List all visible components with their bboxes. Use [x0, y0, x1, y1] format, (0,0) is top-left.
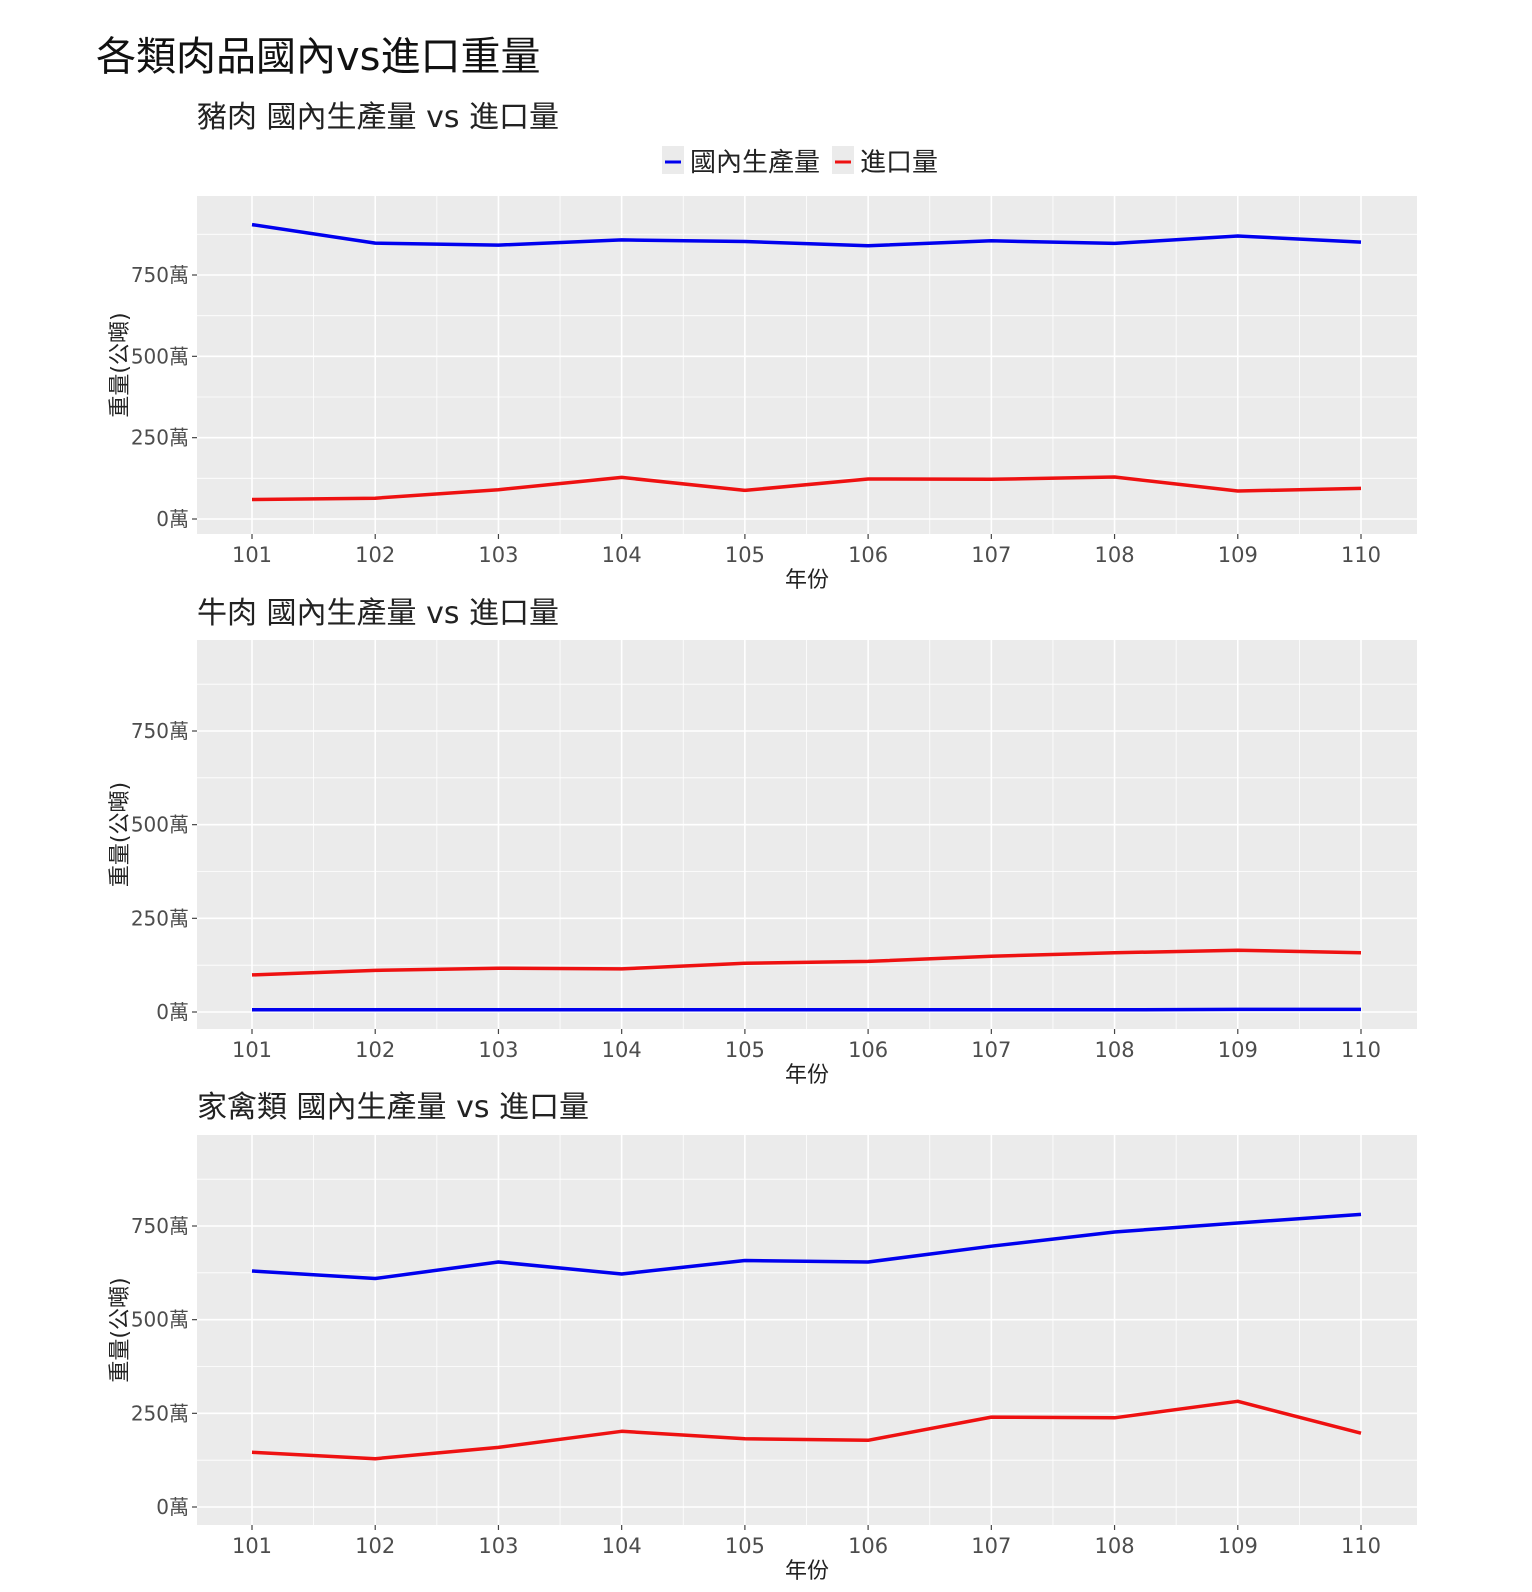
- y-tick-label: 750萬: [131, 1214, 189, 1238]
- legend-label-domestic: 國內生產量: [690, 148, 820, 178]
- x-tick-label: 104: [602, 1534, 642, 1558]
- series-line-import: [251, 1399, 1362, 1461]
- x-tick-label: 104: [602, 543, 642, 567]
- x-tick-label: 108: [1095, 1038, 1135, 1062]
- y-axis-title: 重量(公噸): [108, 1277, 133, 1382]
- x-tick-label: 102: [355, 543, 395, 567]
- plot-background: [197, 196, 1417, 534]
- x-tick-label: 101: [232, 1038, 272, 1062]
- plot-background: [197, 640, 1417, 1029]
- chart-title: 家禽類 國內生產量 vs 進口量: [197, 1090, 589, 1125]
- series-line-domestic: [251, 1212, 1362, 1281]
- x-tick-label: 103: [478, 1534, 518, 1558]
- x-tick-label: 106: [848, 543, 888, 567]
- y-tick-label: 250萬: [131, 1401, 189, 1425]
- y-tick-label: 0萬: [156, 507, 189, 531]
- plot-background: [197, 1135, 1417, 1525]
- x-tick-label: 107: [971, 1534, 1011, 1558]
- y-tick-label: 750萬: [131, 719, 189, 743]
- y-tick-label: 750萬: [131, 263, 189, 287]
- x-tick-label: 105: [725, 1534, 765, 1558]
- y-tick-label: 500萬: [131, 1308, 189, 1332]
- series-line-import: [251, 475, 1362, 502]
- x-tick-label: 101: [232, 1534, 272, 1558]
- x-tick-label: 105: [725, 543, 765, 567]
- x-tick-label: 107: [971, 1038, 1011, 1062]
- x-axis-title: 年份: [785, 1559, 829, 1584]
- series-line-domestic: [251, 222, 1362, 248]
- x-tick-label: 108: [1095, 543, 1135, 567]
- y-tick-label: 250萬: [131, 906, 189, 930]
- x-tick-label: 109: [1218, 1038, 1258, 1062]
- y-axis-title: 重量(公噸): [108, 312, 133, 417]
- y-tick-label: 0萬: [156, 1495, 189, 1519]
- page-title: 各類肉品國內vs進口重量: [96, 34, 541, 80]
- legend-key-bg-domestic: [662, 146, 684, 174]
- x-tick-label: 110: [1341, 1534, 1381, 1558]
- chart-title: 牛肉 國內生產量 vs 進口量: [197, 596, 559, 631]
- x-tick-label: 106: [848, 1038, 888, 1062]
- y-tick-label: 500萬: [131, 813, 189, 837]
- chart-title: 豬肉 國內生產量 vs 進口量: [197, 100, 559, 135]
- x-tick-label: 108: [1095, 1534, 1135, 1558]
- y-tick-label: 500萬: [131, 344, 189, 368]
- x-axis-title: 年份: [785, 568, 829, 593]
- x-tick-label: 102: [355, 1038, 395, 1062]
- legend-key-bg-import: [832, 146, 854, 174]
- x-tick-label: 109: [1218, 543, 1258, 567]
- y-tick-label: 0萬: [156, 1000, 189, 1024]
- x-tick-label: 103: [478, 1038, 518, 1062]
- y-tick-label: 250萬: [131, 426, 189, 450]
- legend-label-import: 進口量: [860, 148, 938, 178]
- x-tick-label: 105: [725, 1038, 765, 1062]
- series-line-import: [251, 948, 1362, 977]
- chart-panel-2: 牛肉 國內生產量 vs 進口量 0萬 250萬 500萬 750萬 101 102 103 10…: [108, 596, 1417, 1088]
- legend: 國內生產量 進口量: [662, 146, 938, 178]
- x-tick-label: 110: [1341, 1038, 1381, 1062]
- x-tick-label: 102: [355, 1534, 395, 1558]
- chart-panel-3: 家禽類 國內生產量 vs 進口量 0萬 250萬 500萬 750萬 101 102 103 1…: [108, 1090, 1417, 1584]
- x-tick-label: 110: [1341, 543, 1381, 567]
- x-tick-label: 103: [478, 543, 518, 567]
- x-axis-title: 年份: [785, 1063, 829, 1088]
- x-tick-label: 101: [232, 543, 272, 567]
- x-tick-label: 109: [1218, 1534, 1258, 1558]
- x-tick-label: 107: [971, 543, 1011, 567]
- x-tick-label: 106: [848, 1534, 888, 1558]
- y-axis-title: 重量(公噸): [108, 782, 133, 887]
- x-tick-label: 104: [602, 1038, 642, 1062]
- chart-panel-1: 豬肉 國內生產量 vs 進口量 0萬 250萬 500萬 750萬 101 102 103 10…: [108, 100, 1417, 593]
